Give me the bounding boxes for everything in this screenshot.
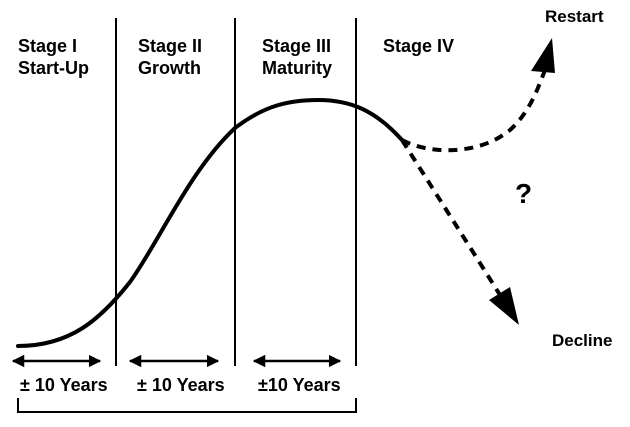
lifecycle-curve [16,97,404,348]
stage-1-title: Stage I [18,36,77,56]
duration-label-2: ± 10 Years [137,375,225,395]
decline-arrowhead [489,287,519,325]
duration-label-3: ±10 Years [258,375,341,395]
decline-branch-curve [400,138,502,297]
stage-2-title: Stage II [138,36,202,56]
restart-label: Restart [545,7,604,26]
decline-label: Decline [552,331,612,350]
stage-3-subtitle: Maturity [262,58,332,78]
stage-2-subtitle: Growth [138,58,201,78]
total-duration-bracket [17,398,357,413]
duration-label-1: ± 10 Years [20,375,108,395]
restart-branch-curve [401,69,547,153]
stage-1-subtitle: Start-Up [18,58,89,78]
uncertainty-mark: ? [515,178,532,209]
restart-arrowhead [531,38,555,73]
stage-4-title: Stage IV [383,36,454,56]
stage-3-title: Stage III [262,36,331,56]
